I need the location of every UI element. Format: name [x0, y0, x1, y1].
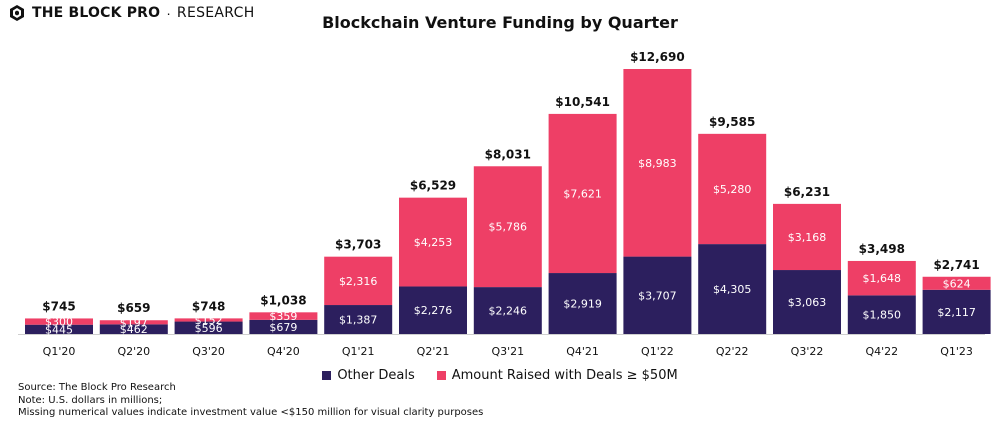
bar-segment-other-deals [922, 289, 991, 334]
bar-segment-other-deals [324, 305, 393, 334]
block-logo-icon [10, 5, 24, 21]
bar-value-label: $197 [120, 316, 148, 329]
bar-total-label: $3,703 [335, 238, 381, 252]
bar-total-label: $1,038 [260, 293, 306, 307]
x-tick-label: Q2'22 [716, 345, 749, 358]
bar-total-label: $659 [117, 301, 150, 315]
bar-value-label: $1,648 [863, 272, 902, 285]
bar-segment-other-deals [25, 324, 93, 334]
bar-value-label: $624 [943, 277, 971, 290]
bar-value-label: $596 [195, 322, 223, 335]
bar-value-label: $2,919 [563, 298, 602, 311]
brand-subtitle: RESEARCH [176, 5, 255, 21]
bar-segment-other-deals [773, 270, 841, 334]
legend-label-large-deals: Amount Raised with Deals ≥ $50M [451, 368, 678, 383]
bar-segment-other-deals [174, 321, 243, 334]
bar-total-label: $10,541 [555, 95, 610, 109]
bar-value-label: $152 [195, 314, 223, 327]
x-tick-label: Q4'21 [566, 345, 599, 358]
footer-missing-note: Missing numerical values indicate invest… [18, 407, 484, 418]
bar-value-label: $1,387 [339, 314, 378, 327]
brand: THE BLOCK PRO · RESEARCH [8, 4, 255, 22]
footer-source: Source: The Block Pro Research [18, 382, 176, 393]
bar-segment-large-deals [174, 318, 243, 322]
x-tick-label: Q1'23 [940, 345, 973, 358]
bar-value-label: $679 [269, 321, 297, 334]
bar-segment-large-deals [399, 197, 467, 287]
bar-value-label: $2,316 [339, 275, 378, 288]
bar-segment-large-deals [922, 276, 991, 290]
x-tick-label: Q3'21 [491, 345, 524, 358]
bar-value-label: $8,983 [638, 157, 677, 170]
bar-value-label: $4,253 [414, 236, 453, 249]
bar-segment-other-deals [698, 244, 767, 334]
bar-segment-other-deals [399, 286, 467, 334]
bar-total-label: $6,231 [784, 185, 830, 199]
bar-total-label: $12,690 [630, 50, 685, 64]
legend-swatch-large-deals [436, 371, 446, 380]
bar-total-label: $748 [192, 299, 225, 313]
bar-value-label: $445 [45, 323, 73, 336]
x-tick-label: Q1'21 [342, 345, 375, 358]
brand-name: THE BLOCK PRO [32, 5, 161, 21]
bar-segment-large-deals [249, 312, 318, 320]
bar-value-label: $462 [120, 323, 148, 336]
bar-segment-large-deals [324, 256, 393, 306]
bar-total-label: $3,498 [859, 242, 905, 256]
legend-item-large-deals: Amount Raised with Deals ≥ $50M [436, 368, 678, 383]
legend-item-other-deals: Other Deals [322, 368, 415, 383]
bar-total-label: $8,031 [485, 147, 531, 161]
bar-segment-large-deals [548, 113, 617, 274]
bar-segment-large-deals [773, 203, 841, 271]
footer-note: Note: U.S. dollars in millions; [18, 394, 163, 406]
bar-segment-large-deals [473, 166, 542, 288]
bar-segment-large-deals [847, 260, 916, 296]
bar-total-label: $6,529 [410, 179, 456, 193]
x-tick-label: Q1'20 [43, 345, 76, 358]
x-tick-label: Q3'22 [791, 345, 824, 358]
bar-segment-other-deals [473, 287, 542, 334]
bar-value-label: $300 [45, 316, 73, 329]
bar-value-label: $359 [269, 310, 297, 323]
chart-title: Blockchain Venture Funding by Quarter [322, 13, 678, 32]
bar-total-label: $745 [42, 299, 75, 313]
bar-segment-other-deals [99, 324, 168, 334]
bar-segment-large-deals [623, 69, 692, 257]
bar-value-label: $1,850 [863, 309, 902, 322]
bar-segment-other-deals [548, 273, 617, 334]
footer-notes: Source: The Block Pro Research Note: U.S… [18, 382, 483, 420]
bar-value-label: $7,621 [563, 187, 602, 200]
bar-value-label: $2,276 [414, 304, 453, 317]
bar-value-label: $3,063 [788, 296, 827, 309]
bar-segment-large-deals [25, 318, 93, 325]
brand-separator: · [166, 5, 171, 21]
bar-total-label: $2,741 [933, 258, 979, 272]
x-tick-label: Q2'20 [117, 345, 150, 358]
x-tick-label: Q1'22 [641, 345, 674, 358]
bar-value-label: $2,117 [937, 306, 976, 319]
x-tick-label: Q4'22 [865, 345, 898, 358]
x-tick-label: Q4'20 [267, 345, 300, 358]
bar-segment-other-deals [847, 295, 916, 334]
bar-segment-large-deals [99, 320, 168, 325]
bar-segment-large-deals [698, 133, 767, 245]
legend: Other Deals Amount Raised with Deals ≥ $… [0, 368, 1000, 383]
legend-swatch-other-deals [322, 371, 332, 380]
legend-label-other-deals: Other Deals [337, 368, 415, 383]
bar-value-label: $3,707 [638, 289, 677, 302]
bar-value-label: $5,786 [489, 221, 528, 234]
bar-segment-other-deals [249, 319, 318, 334]
x-tick-label: Q3'20 [192, 345, 225, 358]
bar-value-label: $5,280 [713, 183, 752, 196]
x-tick-label: Q2'21 [417, 345, 450, 358]
bar-total-label: $9,585 [709, 115, 755, 129]
bar-value-label: $2,246 [489, 305, 528, 318]
bar-value-label: $3,168 [788, 231, 827, 244]
bar-segment-other-deals [623, 256, 692, 334]
bar-value-label: $4,305 [713, 283, 752, 296]
